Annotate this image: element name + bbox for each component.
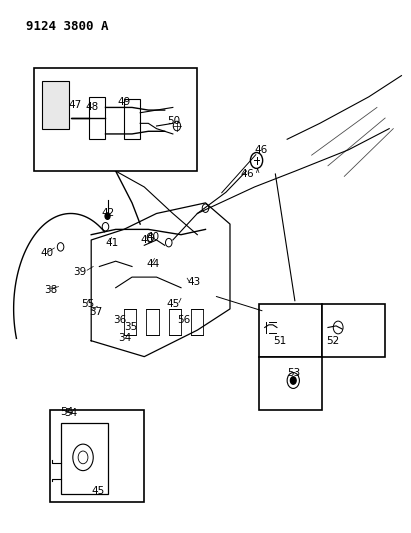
Text: 49: 49 [118,97,131,107]
Text: 35: 35 [124,322,137,333]
Text: 40: 40 [146,232,159,243]
Text: 41: 41 [106,238,119,248]
Text: 50: 50 [167,116,180,126]
Bar [259,357,322,410]
Text: 39: 39 [73,267,86,277]
Text: 46: 46 [254,145,268,155]
Text: 51: 51 [273,336,286,346]
Text: 54: 54 [65,408,78,418]
Bar [42,81,69,128]
Bar [124,309,136,335]
Text: 45: 45 [91,486,104,496]
Text: 52: 52 [326,336,339,346]
Text: 56: 56 [177,314,190,325]
Bar [322,304,385,357]
Text: 48: 48 [85,102,98,112]
Text: 47: 47 [69,100,82,110]
Text: 53: 53 [287,368,300,377]
Text: 40: 40 [40,248,53,259]
Text: 43: 43 [187,277,201,287]
Bar [191,309,203,335]
Text: 40: 40 [140,235,153,245]
Text: 9124 3800 A: 9124 3800 A [26,20,109,33]
Bar [124,100,140,139]
Bar [89,97,106,139]
Text: 38: 38 [44,285,58,295]
Text: 36: 36 [114,314,127,325]
Text: 34: 34 [118,333,131,343]
Text: 46$^\wedge$: 46$^\wedge$ [240,167,261,180]
Text: 45: 45 [167,298,180,309]
Bar [51,410,144,503]
Bar [169,309,181,335]
Circle shape [291,377,296,384]
Text: 55: 55 [81,298,94,309]
Bar [259,304,322,357]
Bar [146,309,159,335]
Text: 44: 44 [146,259,159,269]
Bar [60,423,108,495]
Text: 37: 37 [89,306,102,317]
Text: 54: 54 [60,407,74,417]
Bar [34,68,197,171]
Circle shape [105,213,110,219]
Text: 42: 42 [102,208,115,219]
